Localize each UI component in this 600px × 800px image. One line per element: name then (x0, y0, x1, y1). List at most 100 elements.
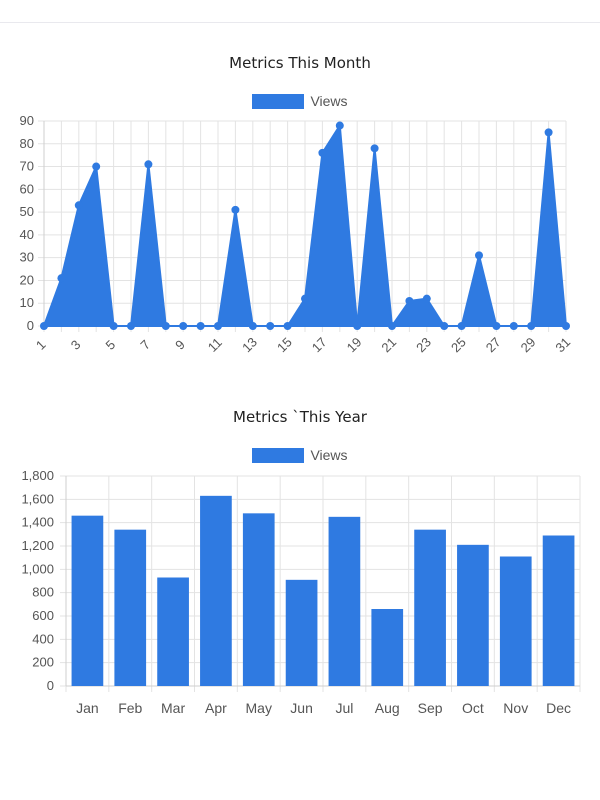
data-point (475, 251, 483, 260)
data-point (92, 162, 101, 171)
x-tick-label: Jun (290, 700, 313, 716)
y-tick-label: 200 (32, 655, 54, 670)
bar-may (242, 513, 275, 686)
y-tick-label: 400 (32, 631, 54, 646)
y-tick-label: 70 (20, 159, 34, 174)
bar-oct (457, 544, 489, 686)
data-point (283, 322, 292, 330)
x-tick-label: 27 (483, 334, 504, 355)
x-tick-label: 11 (205, 335, 225, 355)
series-area-views (43, 124, 567, 327)
data-point (57, 274, 66, 283)
x-tick-label: 23 (413, 334, 434, 355)
x-tick-label: Mar (161, 700, 185, 716)
y-tick-label: 50 (20, 204, 34, 219)
y-tick-label: 1,800 (21, 468, 54, 483)
data-point (214, 322, 222, 330)
month-chart-legend[interactable]: Views (0, 91, 600, 111)
data-point (527, 322, 536, 330)
x-tick-label: Nov (503, 700, 528, 716)
x-tick-label: Apr (205, 700, 227, 716)
data-point (231, 205, 240, 214)
x-tick-label: 1 (33, 337, 49, 353)
x-tick-label: 19 (344, 334, 365, 355)
x-tick-label: 25 (448, 334, 469, 355)
bar-mar (157, 577, 189, 686)
data-point (266, 322, 275, 330)
x-tick-label: 17 (309, 334, 330, 355)
y-tick-label: 0 (47, 678, 54, 693)
x-tick-label: 9 (172, 337, 188, 353)
x-tick-label: 31 (552, 334, 573, 355)
y-tick-label: 800 (32, 585, 54, 600)
y-tick-label: 600 (32, 608, 54, 623)
legend-label: Views (310, 447, 348, 463)
data-point (40, 322, 48, 330)
data-point (179, 322, 188, 330)
x-tick-label: 13 (239, 334, 260, 355)
bar-nov (499, 556, 532, 686)
bar-dec (542, 535, 575, 686)
data-point (388, 322, 396, 330)
bar-apr (200, 495, 232, 686)
legend-label: Views (310, 93, 348, 109)
data-point (335, 121, 344, 130)
year-chart-title: Metrics `This Year (233, 408, 367, 426)
y-tick-label: 1,600 (21, 491, 54, 506)
bar-feb (114, 529, 147, 686)
data-point (544, 128, 553, 137)
y-tick-label: 90 (20, 113, 34, 128)
x-tick-label: Feb (118, 700, 142, 716)
x-tick-label: May (246, 700, 272, 716)
data-point (370, 144, 379, 153)
y-tick-label: 60 (20, 181, 34, 196)
legend-swatch (252, 93, 305, 109)
data-point (161, 322, 170, 330)
y-tick-label: 10 (20, 295, 34, 310)
bar-jun (285, 579, 318, 686)
x-tick-label: Sep (418, 700, 443, 716)
data-point (440, 322, 449, 330)
x-tick-label: 5 (103, 337, 119, 353)
y-tick-label: 1,400 (21, 515, 54, 530)
x-tick-label: Jul (335, 700, 353, 716)
x-tick-label: Oct (462, 700, 484, 716)
data-point (562, 322, 570, 330)
y-tick-label: 30 (20, 250, 34, 265)
data-point (127, 322, 135, 330)
y-tick-label: 20 (20, 272, 34, 287)
x-tick-label: 21 (378, 334, 399, 355)
top-divider (0, 22, 600, 23)
x-tick-label: 3 (68, 337, 84, 353)
data-point (144, 160, 153, 169)
y-tick-label: 80 (20, 136, 34, 151)
x-tick-label: Aug (375, 700, 400, 716)
data-point (405, 296, 414, 305)
bar-aug (371, 609, 404, 686)
year-bar-chart: 0 200 400 600 800 1,000 1,200 1,400 1,600 1,800 Ja… (21, 468, 581, 716)
x-tick-label: 29 (518, 334, 539, 355)
data-point (492, 322, 501, 330)
data-point (248, 322, 257, 330)
year-chart-legend[interactable]: Views (0, 445, 600, 465)
y-tick-label: 40 (20, 227, 34, 242)
month-chart-title: Metrics This Month (229, 54, 371, 72)
data-point (422, 294, 431, 303)
x-tick-label: 7 (137, 337, 153, 353)
bar-sep (414, 529, 446, 686)
data-point (109, 322, 118, 330)
bar-jan (71, 515, 104, 686)
data-point (301, 294, 309, 303)
data-point (318, 148, 327, 157)
data-point (457, 322, 466, 330)
data-point (74, 201, 83, 210)
y-tick-label: 0 (27, 318, 34, 333)
x-tick-label: 15 (274, 334, 295, 355)
data-point (353, 322, 362, 330)
x-tick-label: Dec (546, 700, 571, 716)
bar-jul (328, 516, 361, 686)
legend-swatch (252, 447, 305, 463)
data-point (196, 322, 205, 330)
x-tick-label: Jan (76, 700, 99, 716)
